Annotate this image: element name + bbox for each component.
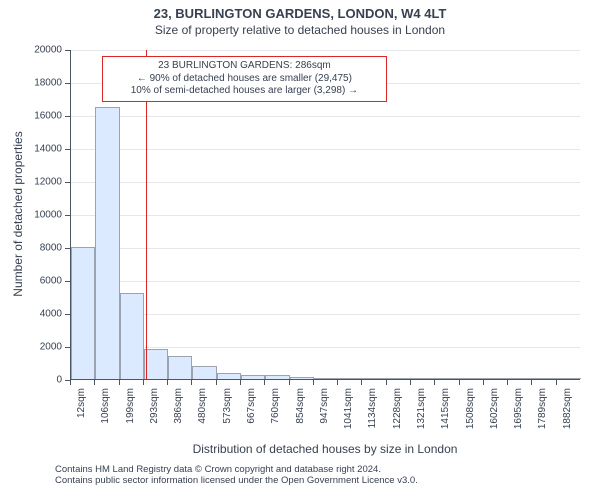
ytick-label: 8000 [0, 243, 62, 254]
gridline-h [71, 281, 580, 282]
chart-container: 23, BURLINGTON GARDENS, LONDON, W4 4LT S… [0, 0, 600, 500]
x-axis-label: Distribution of detached houses by size … [70, 442, 580, 456]
xtick-mark [434, 380, 435, 385]
histogram-bar [168, 356, 192, 379]
ytick-label: 10000 [0, 210, 62, 221]
xtick-mark [289, 380, 290, 385]
histogram-bar [290, 377, 314, 379]
xtick-mark [191, 380, 192, 385]
ytick-label: 14000 [0, 144, 62, 155]
ytick-mark [65, 149, 70, 150]
footer: Contains HM Land Registry data © Crown c… [0, 464, 600, 486]
chart-subtitle: Size of property relative to detached ho… [0, 21, 600, 37]
plot-area: 23 BURLINGTON GARDENS: 286sqm← 90% of de… [70, 50, 580, 380]
ytick-mark [65, 215, 70, 216]
annotation-box: 23 BURLINGTON GARDENS: 286sqm← 90% of de… [102, 56, 388, 102]
xtick-mark [143, 380, 144, 385]
histogram-bar [120, 293, 144, 379]
ytick-mark [65, 314, 70, 315]
chart-title: 23, BURLINGTON GARDENS, LONDON, W4 4LT [0, 0, 600, 21]
histogram-bar [144, 349, 168, 379]
ytick-mark [65, 281, 70, 282]
gridline-h [71, 182, 580, 183]
ytick-label: 16000 [0, 111, 62, 122]
histogram-bar [532, 378, 556, 379]
gridline-h [71, 116, 580, 117]
histogram-bar [192, 366, 216, 379]
ytick-label: 4000 [0, 309, 62, 320]
ytick-mark [65, 182, 70, 183]
xtick-mark [459, 380, 460, 385]
xtick-mark [264, 380, 265, 385]
histogram-bar [508, 378, 532, 379]
histogram-bar [338, 378, 362, 379]
histogram-bar [314, 378, 338, 379]
annotation-line-1: 23 BURLINGTON GARDENS: 286sqm [109, 60, 381, 73]
xtick-mark [240, 380, 241, 385]
xtick-mark [386, 380, 387, 385]
gridline-h [71, 347, 580, 348]
ytick-mark [65, 116, 70, 117]
annotation-line-3: 10% of semi-detached houses are larger (… [109, 85, 381, 98]
ytick-label: 18000 [0, 78, 62, 89]
histogram-bar [95, 107, 119, 379]
plot-inner: 23 BURLINGTON GARDENS: 286sqm← 90% of de… [70, 50, 580, 380]
xtick-mark [531, 380, 532, 385]
xtick-mark [483, 380, 484, 385]
histogram-bar [362, 378, 386, 379]
ytick-label: 12000 [0, 177, 62, 188]
histogram-bar [217, 373, 241, 379]
xtick-mark [410, 380, 411, 385]
ytick-mark [65, 347, 70, 348]
xtick-mark [167, 380, 168, 385]
histogram-bar [557, 378, 581, 379]
ytick-label: 2000 [0, 342, 62, 353]
footer-line-2: Contains public sector information licen… [55, 475, 600, 486]
footer-line-1: Contains HM Land Registry data © Crown c… [55, 464, 600, 475]
histogram-bar [411, 378, 435, 379]
histogram-bar [71, 247, 95, 379]
ytick-mark [65, 50, 70, 51]
gridline-h [71, 314, 580, 315]
xtick-mark [361, 380, 362, 385]
histogram-bar [387, 378, 411, 379]
xtick-mark [556, 380, 557, 385]
annotation-line-2: ← 90% of detached houses are smaller (29… [109, 73, 381, 86]
histogram-bar [484, 378, 508, 379]
gridline-h [71, 248, 580, 249]
histogram-bar [460, 378, 484, 379]
xtick-mark [94, 380, 95, 385]
gridline-h [71, 50, 580, 51]
xtick-mark [313, 380, 314, 385]
histogram-bar [265, 375, 289, 379]
gridline-h [71, 149, 580, 150]
ytick-label: 0 [0, 375, 62, 386]
xtick-mark [337, 380, 338, 385]
xtick-mark [119, 380, 120, 385]
ytick-mark [65, 83, 70, 84]
xtick-mark [70, 380, 71, 385]
ytick-mark [65, 248, 70, 249]
gridline-h [71, 215, 580, 216]
xtick-mark [216, 380, 217, 385]
histogram-bar [241, 375, 265, 379]
ytick-label: 20000 [0, 45, 62, 56]
histogram-bar [435, 378, 459, 379]
ytick-label: 6000 [0, 276, 62, 287]
xtick-mark [507, 380, 508, 385]
